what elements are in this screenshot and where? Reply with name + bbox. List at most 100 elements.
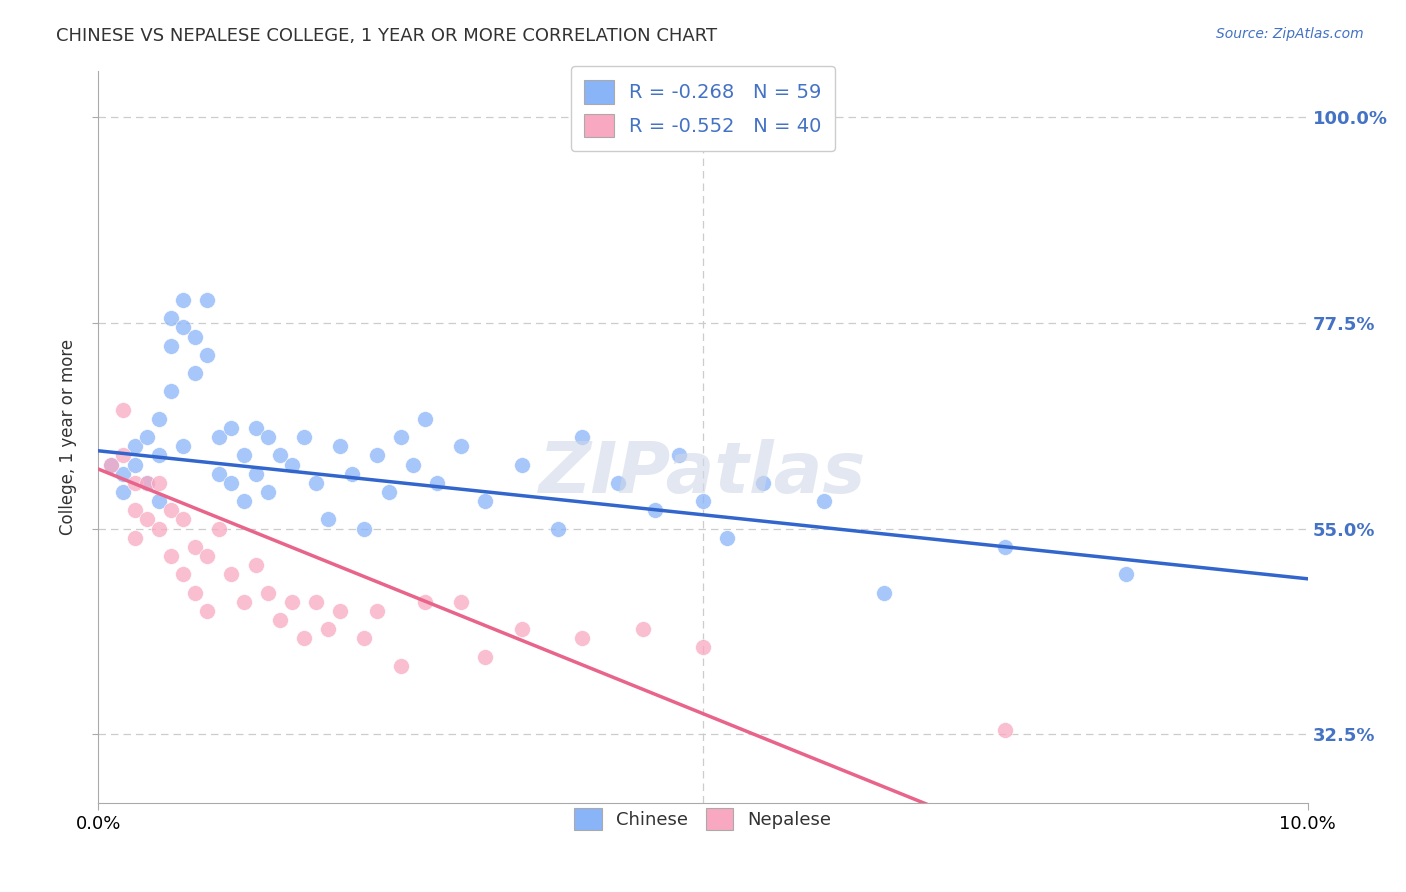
Y-axis label: College, 1 year or more: College, 1 year or more [59,339,77,535]
Point [752,475,775,490]
Point [256,430,278,444]
Point [124,503,146,517]
Point [510,622,533,636]
Point [148,494,170,508]
Point [208,521,231,535]
Legend: Chinese, Nepalese: Chinese, Nepalese [567,801,839,838]
Point [221,475,243,490]
Point [124,475,146,490]
Point [269,449,291,463]
Point [184,366,207,380]
Point [124,439,146,453]
Text: CHINESE VS NEPALESE COLLEGE, 1 YEAR OR MORE CORRELATION CHART: CHINESE VS NEPALESE COLLEGE, 1 YEAR OR M… [56,27,717,45]
Point [389,430,412,444]
Point [692,640,714,655]
Point [195,549,218,563]
Point [208,467,231,481]
Point [474,649,496,664]
Point [450,595,472,609]
Point [160,549,183,563]
Point [292,430,315,444]
Point [148,411,170,425]
Point [402,458,425,472]
Point [172,293,194,307]
Point [208,430,231,444]
Point [329,604,352,618]
Point [316,622,339,636]
Point [111,467,134,481]
Point [160,311,183,326]
Point [510,458,533,472]
Point [305,475,328,490]
Point [813,494,835,508]
Point [547,521,569,535]
Point [644,503,666,517]
Point [160,339,183,353]
Point [366,604,388,618]
Point [100,458,122,472]
Point [692,494,714,508]
Point [195,604,218,618]
Point [716,531,738,545]
Point [184,585,207,599]
Text: ZIPatlas: ZIPatlas [540,439,866,508]
Point [184,540,207,554]
Point [329,439,352,453]
Point [994,723,1017,737]
Point [160,503,183,517]
Point [160,384,183,399]
Point [124,458,146,472]
Point [111,449,134,463]
Point [221,567,243,582]
Point [172,320,194,334]
Point [292,632,315,646]
Point [571,632,593,646]
Point [413,411,436,425]
Point [172,439,194,453]
Point [377,485,399,500]
Point [184,329,207,343]
Point [195,348,218,362]
Point [305,595,328,609]
Point [256,585,278,599]
Point [281,458,304,472]
Point [245,421,267,435]
Point [1115,567,1137,582]
Point [148,521,170,535]
Point [873,585,896,599]
Point [172,512,194,526]
Point [281,595,304,609]
Point [148,449,170,463]
Point [100,458,122,472]
Point [389,658,412,673]
Point [124,531,146,545]
Point [413,595,436,609]
Point [232,595,254,609]
Point [256,485,278,500]
Point [232,449,254,463]
Point [269,613,291,627]
Point [631,622,654,636]
Point [135,475,157,490]
Point [221,421,243,435]
Point [172,567,194,582]
Point [195,293,218,307]
Point [571,430,593,444]
Point [111,485,134,500]
Point [245,558,267,573]
Point [353,632,375,646]
Point [607,475,630,490]
Point [232,494,254,508]
Point [450,439,472,453]
Point [316,512,339,526]
Point [135,475,157,490]
Point [474,494,496,508]
Point [135,512,157,526]
Point [426,475,449,490]
Point [994,540,1017,554]
Point [353,521,375,535]
Point [135,430,157,444]
Point [148,475,170,490]
Point [245,467,267,481]
Point [668,449,690,463]
